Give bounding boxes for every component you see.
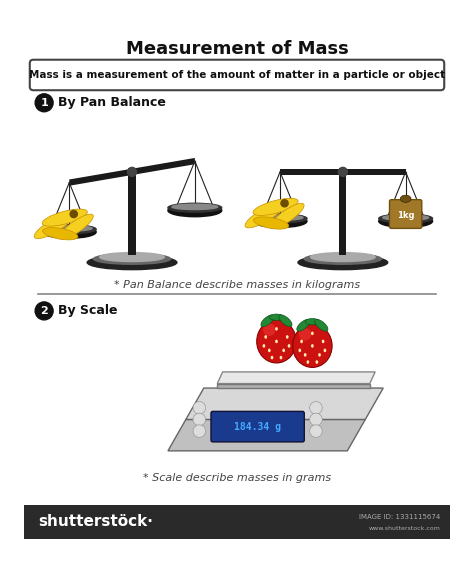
Ellipse shape	[253, 198, 298, 215]
Circle shape	[310, 413, 322, 426]
Ellipse shape	[263, 344, 265, 348]
Ellipse shape	[286, 335, 289, 339]
Ellipse shape	[322, 340, 325, 343]
Circle shape	[281, 200, 288, 207]
Polygon shape	[217, 383, 370, 388]
Polygon shape	[186, 388, 383, 419]
Ellipse shape	[275, 340, 278, 343]
Circle shape	[35, 302, 53, 320]
Ellipse shape	[304, 253, 382, 264]
Text: IMAGE ID: 1331115674: IMAGE ID: 1331115674	[359, 513, 441, 520]
Ellipse shape	[43, 228, 78, 240]
Ellipse shape	[311, 332, 314, 335]
Ellipse shape	[42, 225, 96, 234]
Ellipse shape	[34, 215, 72, 239]
Polygon shape	[24, 505, 450, 539]
Polygon shape	[217, 372, 375, 383]
FancyBboxPatch shape	[390, 200, 422, 228]
Ellipse shape	[305, 319, 319, 325]
Circle shape	[128, 168, 137, 176]
Text: www.shutterstock.com: www.shutterstock.com	[369, 526, 441, 531]
Text: * Pan Balance describe masses in kilograms: * Pan Balance describe masses in kilogra…	[114, 280, 360, 290]
Ellipse shape	[168, 203, 222, 212]
Ellipse shape	[257, 320, 296, 363]
Text: 184.34 g: 184.34 g	[234, 421, 281, 432]
Ellipse shape	[254, 217, 289, 229]
Ellipse shape	[297, 319, 310, 331]
Ellipse shape	[299, 328, 311, 341]
Ellipse shape	[253, 215, 307, 227]
Ellipse shape	[311, 344, 314, 348]
Ellipse shape	[87, 255, 177, 270]
Polygon shape	[168, 419, 365, 451]
Ellipse shape	[310, 253, 375, 262]
Ellipse shape	[288, 344, 291, 348]
Ellipse shape	[283, 349, 285, 352]
Circle shape	[338, 168, 347, 176]
Text: By Pan Balance: By Pan Balance	[57, 97, 165, 109]
Circle shape	[193, 425, 206, 437]
Text: 1kg: 1kg	[397, 211, 414, 220]
Ellipse shape	[257, 215, 303, 220]
Ellipse shape	[324, 349, 326, 352]
Ellipse shape	[298, 255, 388, 270]
Ellipse shape	[299, 349, 301, 352]
Ellipse shape	[300, 340, 303, 343]
Text: shutterstöck·: shutterstöck·	[38, 514, 153, 529]
Ellipse shape	[318, 353, 321, 357]
Ellipse shape	[172, 204, 218, 210]
Ellipse shape	[270, 203, 304, 228]
Ellipse shape	[253, 214, 307, 223]
Polygon shape	[128, 168, 136, 255]
Ellipse shape	[268, 349, 271, 352]
Ellipse shape	[271, 356, 273, 360]
Circle shape	[193, 402, 206, 414]
Polygon shape	[69, 158, 195, 186]
Ellipse shape	[269, 314, 283, 320]
Ellipse shape	[307, 360, 309, 364]
Ellipse shape	[245, 204, 283, 228]
Ellipse shape	[304, 353, 307, 357]
Ellipse shape	[42, 225, 96, 238]
Ellipse shape	[93, 253, 171, 264]
Ellipse shape	[168, 204, 222, 217]
Ellipse shape	[280, 356, 283, 360]
Circle shape	[70, 210, 77, 218]
Ellipse shape	[292, 324, 332, 367]
Ellipse shape	[379, 214, 433, 223]
Ellipse shape	[400, 195, 411, 202]
Ellipse shape	[263, 323, 275, 336]
Ellipse shape	[42, 209, 87, 226]
Text: 2: 2	[40, 306, 48, 316]
Text: 1: 1	[40, 98, 48, 108]
Circle shape	[310, 425, 322, 437]
Ellipse shape	[279, 315, 292, 327]
Ellipse shape	[100, 253, 164, 262]
Polygon shape	[339, 168, 346, 255]
Ellipse shape	[264, 335, 267, 339]
Circle shape	[310, 402, 322, 414]
Ellipse shape	[60, 214, 93, 239]
Ellipse shape	[383, 215, 428, 220]
Ellipse shape	[261, 315, 274, 327]
Circle shape	[35, 94, 53, 112]
Text: Measurement of Mass: Measurement of Mass	[126, 40, 348, 58]
Text: * Scale describe masses in grams: * Scale describe masses in grams	[143, 473, 331, 483]
Ellipse shape	[46, 225, 92, 231]
Text: Mass is a measurement of the amount of matter in a particle or object: Mass is a measurement of the amount of m…	[29, 70, 445, 80]
Polygon shape	[280, 169, 406, 175]
FancyBboxPatch shape	[30, 60, 444, 90]
FancyBboxPatch shape	[211, 411, 304, 442]
Ellipse shape	[275, 327, 278, 331]
Ellipse shape	[379, 215, 433, 227]
Text: By Scale: By Scale	[57, 304, 117, 318]
Circle shape	[193, 413, 206, 426]
Ellipse shape	[316, 360, 318, 364]
Ellipse shape	[315, 319, 328, 331]
